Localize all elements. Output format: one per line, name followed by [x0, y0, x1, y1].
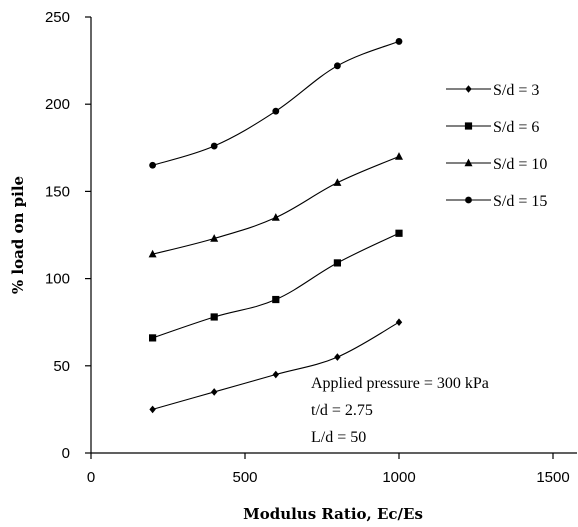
x-axis-title: Modulus Ratio, Ec/Es [243, 505, 423, 523]
series-4 [149, 38, 403, 169]
series-line [152, 232, 400, 339]
y-ticks: 0 50 100 150 200 250 [45, 9, 91, 462]
legend: S/d = 3 S/d = 6 S/d = 10 S/d = 15 [446, 82, 547, 210]
data-point [272, 370, 279, 379]
legend-marker [464, 122, 473, 130]
legend-item: S/d = 15 [446, 193, 547, 210]
legend-label: S/d = 6 [493, 119, 539, 136]
annotation-td: t/d = 2.75 [311, 402, 373, 419]
data-point [211, 388, 218, 396]
data-point [148, 249, 157, 258]
legend-marker [464, 158, 473, 167]
data-point [210, 234, 219, 242]
x-tick-label: 500 [232, 469, 257, 486]
series-3 [148, 152, 403, 258]
data-point [334, 353, 341, 361]
legend-label: S/d = 15 [493, 193, 547, 210]
y-tick-label: 250 [45, 9, 70, 26]
x-ticks: 0 500 1000 1500 [87, 453, 570, 486]
data-point [149, 161, 157, 169]
series-2 [149, 229, 403, 342]
series-line [152, 321, 400, 410]
y-tick-label: 150 [45, 183, 70, 200]
x-tick-label: 1000 [382, 469, 415, 486]
series-1 [149, 318, 403, 414]
data-point [149, 334, 157, 342]
annotation-block: Applied pressure = 300 kPa t/d = 2.75 L/… [311, 375, 489, 446]
data-point [333, 259, 341, 267]
data-point [333, 178, 342, 186]
data-point [271, 213, 280, 221]
data-point [334, 62, 341, 70]
x-tick-label: 0 [87, 469, 95, 486]
legend-marker [465, 85, 472, 93]
axes [90, 17, 577, 454]
y-axis-title: % load on pile [9, 176, 27, 294]
series-group [148, 38, 403, 414]
legend-label: S/d = 10 [493, 156, 547, 173]
annotation-ld: L/d = 50 [311, 429, 366, 446]
legend-item: S/d = 10 [446, 156, 547, 173]
legend-item: S/d = 6 [446, 119, 539, 136]
y-tick-label: 100 [45, 271, 70, 288]
data-point [395, 229, 403, 237]
series-line [152, 156, 400, 255]
data-point [210, 313, 218, 321]
data-point [272, 107, 280, 115]
legend-item: S/d = 3 [446, 82, 539, 99]
annotation-pressure: Applied pressure = 300 kPa [311, 375, 489, 392]
y-tick-label: 50 [53, 358, 70, 375]
y-tick-label: 0 [62, 445, 70, 462]
data-point [210, 142, 218, 150]
data-point [395, 38, 403, 45]
data-point [149, 405, 156, 414]
legend-marker [465, 196, 472, 204]
data-point [272, 295, 280, 304]
legend-label: S/d = 3 [493, 82, 539, 99]
series-line [152, 40, 400, 166]
data-point [395, 152, 403, 160]
y-tick-label: 200 [45, 96, 70, 113]
x-tick-label: 1500 [536, 469, 569, 486]
data-point [395, 318, 403, 326]
